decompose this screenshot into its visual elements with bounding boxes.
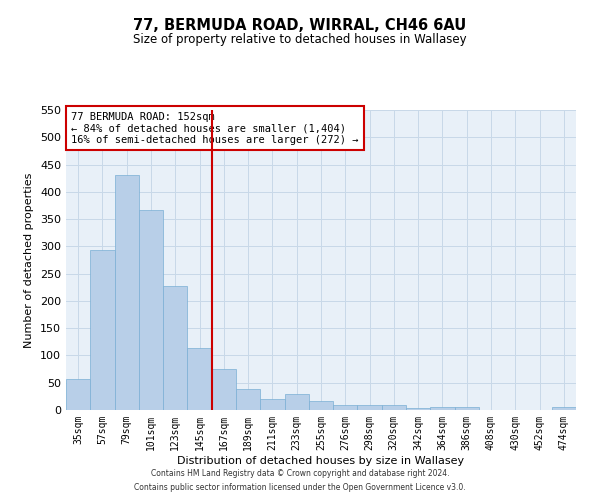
Bar bbox=[66, 379, 90, 410]
Bar bbox=[115, 176, 139, 410]
Text: 77 BERMUDA ROAD: 152sqm
← 84% of detached houses are smaller (1,404)
16% of semi: 77 BERMUDA ROAD: 152sqm ← 84% of detache… bbox=[71, 112, 359, 144]
Bar bbox=[309, 400, 333, 410]
Text: Contains HM Land Registry data © Crown copyright and database right 2024.: Contains HM Land Registry data © Crown c… bbox=[151, 468, 449, 477]
Text: 77, BERMUDA ROAD, WIRRAL, CH46 6AU: 77, BERMUDA ROAD, WIRRAL, CH46 6AU bbox=[133, 18, 467, 32]
Bar bbox=[163, 286, 187, 410]
Bar bbox=[236, 390, 260, 410]
Bar bbox=[260, 399, 284, 410]
Bar bbox=[139, 210, 163, 410]
Bar bbox=[455, 408, 479, 410]
Bar bbox=[406, 408, 430, 410]
X-axis label: Distribution of detached houses by size in Wallasey: Distribution of detached houses by size … bbox=[178, 456, 464, 466]
Bar bbox=[333, 405, 358, 410]
Text: Contains public sector information licensed under the Open Government Licence v3: Contains public sector information licen… bbox=[134, 484, 466, 492]
Y-axis label: Number of detached properties: Number of detached properties bbox=[25, 172, 34, 348]
Bar bbox=[212, 369, 236, 410]
Bar bbox=[382, 404, 406, 410]
Bar bbox=[187, 348, 212, 410]
Text: Size of property relative to detached houses in Wallasey: Size of property relative to detached ho… bbox=[133, 32, 467, 46]
Bar bbox=[358, 404, 382, 410]
Bar bbox=[552, 408, 576, 410]
Bar bbox=[430, 408, 455, 410]
Bar bbox=[90, 250, 115, 410]
Bar bbox=[284, 394, 309, 410]
